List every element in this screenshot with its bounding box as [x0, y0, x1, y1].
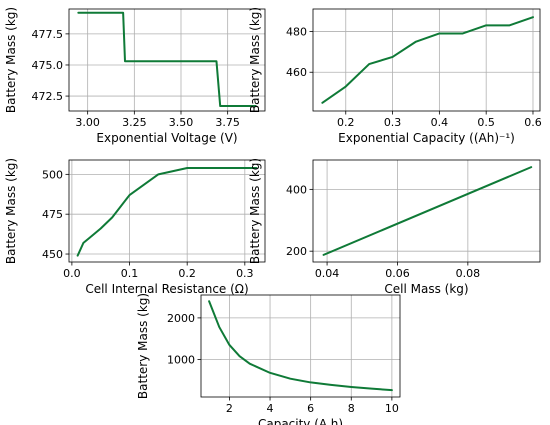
x-tick-label: 0.2: [178, 267, 196, 280]
plot-frame: [312, 8, 541, 112]
y-tick-label: 1000: [167, 354, 195, 367]
series-line: [208, 300, 393, 392]
y-tick-label: 480: [286, 25, 307, 38]
subplot-voltage: 3.00 3.25 3.50 3.75 472.5 475.0 477.5 Exponenti…: [4, 7, 266, 145]
y-tick-label: 472.5: [32, 90, 64, 103]
series-line: [322, 166, 533, 256]
y-tick-label: 477.5: [32, 28, 64, 41]
x-tick-label: 6: [307, 402, 314, 415]
y-tick-label: 475: [42, 208, 63, 221]
subplot-capacity: 2 4 6 8 10 1000 2000 Capacity (A.h) Battery Mass…: [136, 293, 401, 425]
x-tick-label: 4: [267, 402, 274, 415]
y-tick-label: 400: [286, 183, 307, 196]
y-axis-label: Battery Mass (kg): [4, 7, 18, 113]
x-tick-label: 3.25: [122, 116, 147, 129]
x-axis-label: Capacity (A.h): [258, 417, 343, 425]
x-tick-label: 0.6: [524, 116, 542, 129]
x-tick-label: 3.50: [169, 116, 194, 129]
x-tick-label: 0.1: [121, 267, 139, 280]
y-tick-label: 450: [42, 248, 63, 261]
x-axis-label: Cell Internal Resistance (Ω): [85, 282, 248, 296]
x-tick-label: 3.75: [215, 116, 240, 129]
y-tick-label: 2000: [167, 312, 195, 325]
x-tick-label: 0.3: [236, 267, 254, 280]
y-axis-label: Battery Mass (kg): [248, 158, 262, 264]
y-tick-label: 500: [42, 168, 63, 181]
x-tick-label: 3.00: [75, 116, 100, 129]
x-axis-label: Exponential Voltage (V): [96, 131, 237, 145]
x-axis-label: Exponential Capacity ((Ah)⁻¹): [338, 131, 515, 145]
plot-frame: [312, 159, 541, 263]
plot-frame: [200, 294, 401, 398]
x-tick-label: 2: [226, 402, 233, 415]
x-tick-label: 0.3: [384, 116, 402, 129]
y-axis-label: Battery Mass (kg): [4, 158, 18, 264]
y-tick-label: 475.0: [32, 59, 64, 72]
series-line: [76, 166, 258, 257]
series-line: [321, 16, 534, 104]
subplot-cell-mass: 0.04 0.06 0.08 200 400 Cell Mass (kg) Battery …: [248, 158, 541, 296]
x-tick-label: 0.04: [315, 267, 340, 280]
x-tick-label: 8: [348, 402, 355, 415]
x-axis-label: Cell Mass (kg): [384, 282, 468, 296]
x-tick-label: 0.5: [477, 116, 495, 129]
x-tick-label: 0.2: [337, 116, 355, 129]
x-tick-label: 0.08: [456, 267, 481, 280]
x-tick-label: 0.0: [63, 267, 81, 280]
subplot-exp-capacity: 0.2 0.3 0.4 0.5 0.6 460 480 Exponential Capacit…: [248, 7, 542, 145]
x-tick-label: 10: [385, 402, 399, 415]
y-axis-label: Battery Mass (kg): [248, 7, 262, 113]
plot-frame: [68, 8, 266, 112]
x-tick-label: 0.06: [385, 267, 410, 280]
y-tick-label: 200: [286, 245, 307, 258]
plot-frame: [68, 159, 266, 263]
series-line: [77, 11, 257, 108]
y-tick-label: 460: [286, 66, 307, 79]
y-axis-label: Battery Mass (kg): [136, 293, 150, 399]
subplot-internal-resistance: 0.0 0.1 0.2 0.3 450 475 500 Cell Internal Resis…: [4, 158, 266, 296]
x-tick-label: 0.4: [431, 116, 449, 129]
